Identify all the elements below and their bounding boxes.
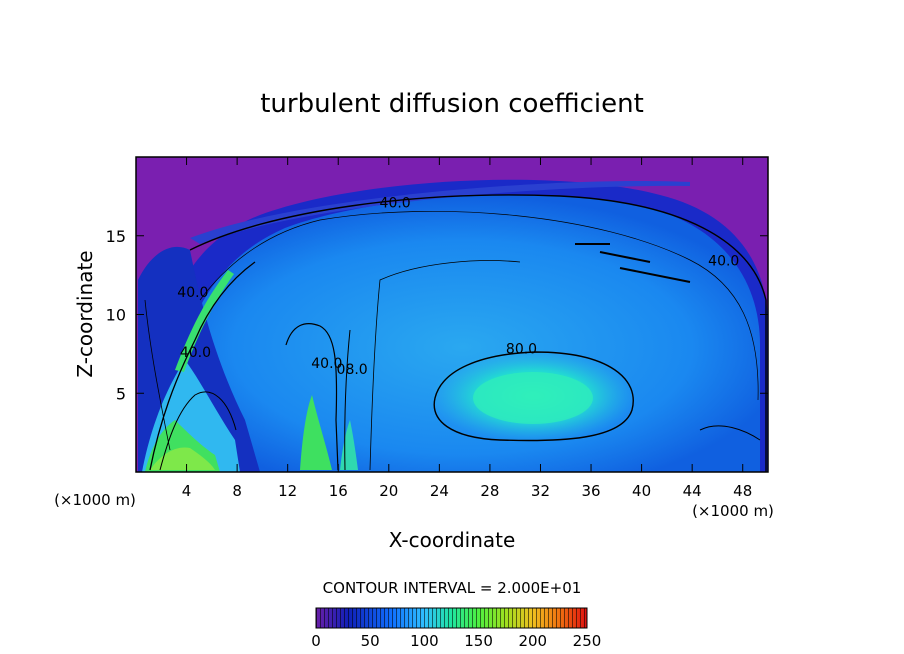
contour-label: 40.0 — [380, 195, 411, 211]
contour-label: 40.0 — [311, 356, 342, 372]
x-axis-label: X-coordinate — [389, 528, 516, 552]
x-tick-label: 40 — [632, 482, 651, 500]
x-tick-label: 48 — [733, 482, 752, 500]
x-tick-label: 36 — [581, 482, 600, 500]
y-tick-label: 5 — [116, 384, 126, 403]
contour-lines — [144, 194, 767, 472]
colorbar: 0 50 100 150 200 250 — [311, 607, 601, 650]
colorbar-tick-label: 50 — [361, 632, 380, 650]
x-tick-label: 32 — [531, 482, 550, 500]
colorbar-tick-label: 150 — [464, 632, 493, 650]
colorbar-ticks: 0 50 100 150 200 250 — [311, 632, 601, 650]
contour-label: 40.0 — [708, 254, 739, 270]
colorbar-tick-label: 100 — [410, 632, 439, 650]
x-units-left: (×1000 m) — [54, 491, 136, 509]
colorbar-tick-label: 200 — [518, 632, 547, 650]
contour-label: 08.0 — [337, 362, 368, 378]
x-tick-label: 8 — [232, 482, 242, 500]
x-tick-label: 16 — [329, 482, 348, 500]
y-axis-label: Z-coordinate — [73, 250, 97, 377]
contour-label: 40.0 — [180, 345, 211, 361]
y-tick-label: 15 — [106, 227, 126, 246]
x-axis-ticks: 4 8 12 16 20 24 28 32 36 40 44 48 — [182, 157, 752, 500]
heatmap-field — [136, 157, 768, 472]
contour-labels: 80.040.040.040.008.040.040.0 — [177, 195, 739, 378]
x-tick-label: 4 — [182, 482, 192, 500]
x-tick-label: 20 — [379, 482, 398, 500]
colorbar-frame — [315, 607, 588, 629]
colorbar-tick-label: 0 — [311, 632, 321, 650]
colorbar-stripes — [316, 608, 587, 628]
chart-title: turbulent diffusion coefficient — [260, 89, 644, 119]
x-tick-label: 44 — [683, 482, 702, 500]
y-axis-ticks: 5 10 15 — [106, 227, 768, 403]
contour-label: 80.0 — [506, 342, 537, 358]
x-units-right: (×1000 m) — [692, 502, 774, 520]
contour-label: 40.0 — [177, 285, 208, 301]
y-tick-label: 10 — [106, 306, 126, 325]
x-tick-label: 12 — [278, 482, 297, 500]
colorbar-tick-label: 250 — [573, 632, 602, 650]
contour-interval-label: CONTOUR INTERVAL = 2.000E+01 — [323, 579, 582, 597]
x-tick-label: 24 — [430, 482, 449, 500]
x-tick-label: 28 — [480, 482, 499, 500]
